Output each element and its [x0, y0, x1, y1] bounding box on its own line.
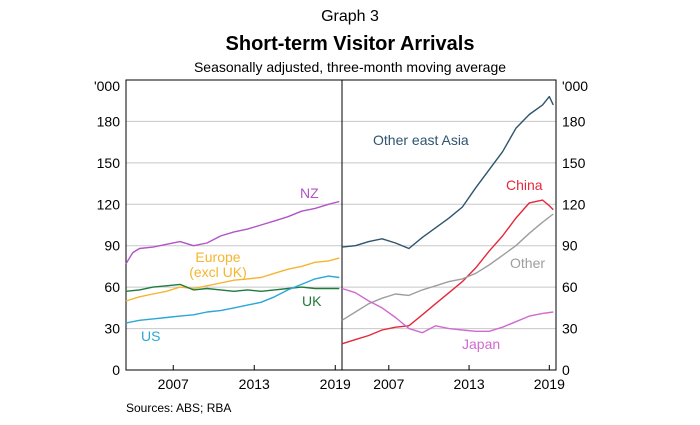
series-label-line: Other: [510, 255, 545, 271]
y-unit-label-right: '000: [562, 78, 588, 94]
y-tick-label-left: 150: [97, 155, 121, 171]
series-label: UK: [302, 293, 322, 309]
y-tick-label-right: 150: [562, 155, 586, 171]
y-tick-label-right: 120: [562, 196, 586, 212]
plot-frame: [125, 79, 557, 371]
graph-label: Graph 3: [321, 8, 379, 25]
series-label-line: Europe: [195, 249, 240, 265]
series-label: Other east Asia: [373, 132, 469, 148]
series-label: NZ: [300, 185, 319, 201]
y-tick-label-left: 60: [104, 279, 120, 295]
series-label-line: China: [506, 177, 543, 193]
x-tick-label: 2019: [534, 376, 565, 392]
series-label-line: (excl UK): [189, 264, 247, 280]
series-label-line: US: [141, 328, 160, 344]
series-label-line: NZ: [300, 185, 319, 201]
chart-subtitle: Seasonally adjusted, three-month moving …: [193, 59, 507, 75]
series-line-uk: [125, 283, 340, 292]
y-tick-label-right: 90: [562, 238, 578, 254]
y-tick-label-left: 120: [97, 196, 121, 212]
x-tick-label: 2019: [320, 376, 351, 392]
series-line-us: [125, 275, 340, 324]
series-label-line: UK: [302, 293, 322, 309]
series-line-japan: [341, 287, 554, 334]
sources-note: Sources: ABS; RBA: [126, 401, 232, 415]
x-tick-label: 2013: [239, 376, 270, 392]
x-tick-label: 2007: [373, 376, 404, 392]
y-tick-label-right: 180: [562, 113, 586, 129]
series-label-line: Other east Asia: [373, 132, 469, 148]
y-tick-label-left: 90: [104, 238, 120, 254]
x-tick-label: 2013: [453, 376, 484, 392]
y-tick-label-right: 30: [562, 321, 578, 337]
series-line-europe-excl-uk-: [125, 257, 340, 302]
series-label: Japan: [462, 336, 500, 352]
series-line-other: [341, 213, 554, 321]
series-line-china: [341, 199, 554, 345]
y-tick-label-left: 30: [104, 321, 120, 337]
y-tick-label-right: 60: [562, 279, 578, 295]
series-label-line: Japan: [462, 336, 500, 352]
y-tick-label-right: 0: [562, 362, 570, 378]
series-label: Other: [510, 255, 545, 271]
y-unit-label-left: '000: [94, 78, 120, 94]
series-line-nz: [125, 200, 340, 265]
series-line-other-east-asia: [341, 95, 554, 250]
y-tick-label-left: 180: [97, 113, 121, 129]
series-label: China: [506, 177, 543, 193]
y-tick-label-left: 0: [112, 362, 120, 378]
series-label: Europe (excl UK): [189, 249, 247, 280]
x-tick-label: 2007: [158, 376, 189, 392]
chart-title: Short-term Visitor Arrivals: [225, 33, 475, 55]
series-label: US: [141, 328, 160, 344]
